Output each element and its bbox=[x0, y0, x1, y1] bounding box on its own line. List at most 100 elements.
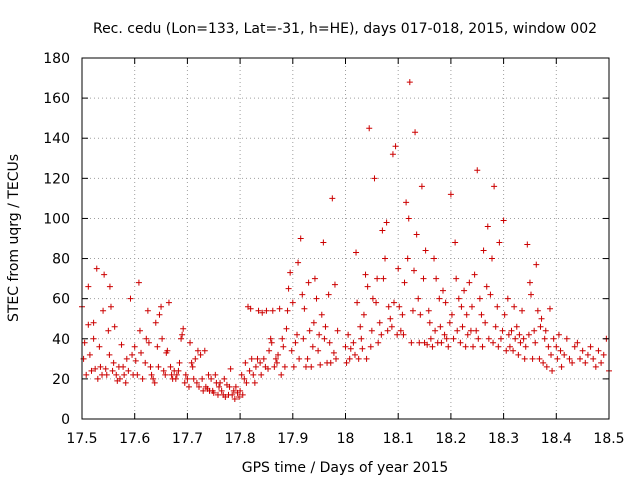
data-point bbox=[345, 331, 352, 338]
data-point bbox=[357, 323, 364, 330]
data-point bbox=[364, 283, 371, 290]
data-point bbox=[484, 223, 491, 230]
data-point bbox=[236, 393, 243, 400]
y-tick-label: 0 bbox=[61, 412, 70, 428]
data-point bbox=[554, 355, 561, 362]
data-point bbox=[427, 335, 434, 342]
data-point bbox=[455, 295, 462, 302]
data-point bbox=[395, 265, 402, 272]
data-point bbox=[194, 347, 201, 354]
data-point bbox=[600, 351, 607, 358]
data-point bbox=[232, 383, 239, 390]
data-point bbox=[216, 383, 223, 390]
data-point bbox=[429, 343, 436, 350]
data-point bbox=[468, 303, 475, 310]
data-point bbox=[462, 343, 469, 350]
data-point bbox=[318, 311, 325, 318]
data-point bbox=[308, 363, 315, 370]
data-point bbox=[529, 355, 536, 362]
data-point bbox=[142, 359, 149, 366]
data-point bbox=[571, 343, 578, 350]
data-point bbox=[363, 355, 370, 362]
data-point bbox=[208, 375, 215, 382]
data-point bbox=[411, 267, 418, 274]
data-point bbox=[452, 239, 459, 246]
data-point bbox=[96, 343, 103, 350]
data-point bbox=[382, 255, 389, 262]
data-point bbox=[508, 327, 515, 334]
data-point bbox=[107, 303, 114, 310]
data-point bbox=[164, 347, 171, 354]
data-point bbox=[424, 341, 431, 348]
data-point bbox=[317, 361, 324, 368]
data-point bbox=[464, 331, 471, 338]
data-point bbox=[396, 303, 403, 310]
x-tick-label: 18 bbox=[337, 431, 355, 447]
data-point bbox=[280, 343, 287, 350]
data-point bbox=[327, 359, 334, 366]
data-point bbox=[513, 323, 520, 330]
data-point bbox=[181, 379, 188, 386]
data-point bbox=[408, 339, 415, 346]
data-point bbox=[301, 305, 308, 312]
data-point bbox=[545, 343, 552, 350]
data-point bbox=[526, 279, 533, 286]
data-point bbox=[190, 375, 197, 382]
data-point bbox=[360, 311, 367, 318]
data-point bbox=[400, 331, 407, 338]
data-point bbox=[329, 195, 336, 202]
data-point bbox=[439, 287, 446, 294]
data-point bbox=[463, 311, 470, 318]
data-point bbox=[538, 315, 545, 322]
data-point bbox=[276, 305, 283, 312]
data-point bbox=[478, 311, 485, 318]
data-point bbox=[200, 387, 207, 394]
data-point bbox=[353, 249, 360, 256]
data-point bbox=[315, 347, 322, 354]
data-point bbox=[187, 339, 194, 346]
data-point bbox=[267, 335, 274, 342]
data-point bbox=[109, 367, 116, 374]
data-point bbox=[238, 371, 245, 378]
data-point bbox=[387, 315, 394, 322]
y-tick-label: 180 bbox=[43, 51, 70, 67]
data-point bbox=[406, 79, 413, 86]
data-point bbox=[540, 359, 547, 366]
data-point bbox=[448, 311, 455, 318]
data-point bbox=[495, 343, 502, 350]
data-point bbox=[569, 359, 576, 366]
data-point bbox=[127, 295, 134, 302]
data-point bbox=[251, 379, 258, 386]
data-point bbox=[313, 295, 320, 302]
data-point bbox=[311, 275, 318, 282]
data-point bbox=[413, 231, 420, 238]
data-point bbox=[258, 371, 265, 378]
data-point bbox=[252, 363, 259, 370]
data-point bbox=[542, 327, 549, 334]
data-point bbox=[489, 255, 496, 262]
data-point bbox=[152, 319, 159, 326]
data-point bbox=[148, 371, 155, 378]
data-point bbox=[269, 307, 276, 314]
data-point bbox=[272, 355, 279, 362]
x-tick-label: 18.1 bbox=[383, 431, 414, 447]
data-point bbox=[347, 345, 354, 352]
data-point bbox=[309, 343, 316, 350]
data-point bbox=[103, 371, 110, 378]
data-point bbox=[501, 311, 508, 318]
data-point bbox=[81, 339, 88, 346]
data-point bbox=[497, 335, 504, 342]
data-point bbox=[368, 327, 375, 334]
data-point bbox=[474, 167, 481, 174]
data-point bbox=[290, 363, 297, 370]
y-tick-label: 140 bbox=[43, 131, 70, 147]
x-tick-label: 17.8 bbox=[225, 431, 256, 447]
data-point bbox=[132, 357, 139, 364]
data-point bbox=[557, 347, 564, 354]
data-point bbox=[592, 363, 599, 370]
data-point bbox=[500, 217, 507, 224]
x-tick-label: 17.7 bbox=[172, 431, 203, 447]
data-point bbox=[422, 247, 429, 254]
data-point bbox=[417, 311, 424, 318]
data-point bbox=[275, 351, 282, 358]
